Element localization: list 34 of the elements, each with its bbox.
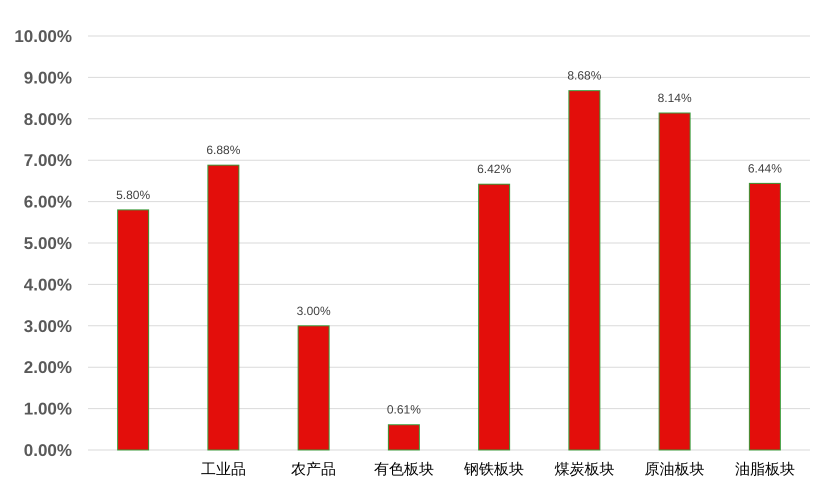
- y-tick-label: 6.00%: [24, 192, 72, 212]
- x-tick-label: 原油板块: [644, 460, 705, 478]
- data-label: 6.44%: [748, 161, 782, 176]
- bar: [478, 184, 510, 450]
- y-tick-label: 5.00%: [24, 234, 72, 253]
- bar: [298, 325, 330, 450]
- x-tick-label: 钢铁板块: [463, 460, 524, 478]
- y-tick-label: 4.00%: [24, 275, 72, 294]
- x-tick-label: 农产品: [291, 460, 336, 478]
- y-tick-label: 9.00%: [24, 68, 72, 88]
- y-tick-label: 10.00%: [14, 26, 72, 46]
- data-label: 6.42%: [477, 162, 512, 176]
- x-tick-label: 煤炭板块: [554, 460, 614, 478]
- bar: [568, 90, 600, 450]
- data-label: 3.00%: [296, 304, 331, 318]
- x-tick-label: 工业品: [200, 460, 246, 478]
- y-tick-label: 3.00%: [24, 316, 72, 336]
- y-tick-label: 2.00%: [24, 358, 72, 378]
- bar: [117, 209, 150, 450]
- data-label: 0.61%: [386, 402, 422, 417]
- y-tick-label: 1.00%: [24, 400, 72, 419]
- y-tick-label: 0.00%: [24, 440, 72, 460]
- bar: [658, 112, 691, 450]
- bar: [207, 164, 240, 450]
- data-label: 6.88%: [206, 143, 241, 158]
- x-tick-label: 油脂板块: [734, 460, 795, 478]
- bar: [388, 424, 420, 450]
- data-label: 8.14%: [658, 91, 692, 106]
- y-tick-label: 7.00%: [24, 151, 72, 170]
- y-tick-label: 8.00%: [24, 110, 72, 129]
- bar: [748, 182, 781, 450]
- data-label: 8.68%: [567, 68, 602, 83]
- x-tick-label: 有色板块: [374, 460, 434, 478]
- data-label: 5.80%: [116, 188, 150, 202]
